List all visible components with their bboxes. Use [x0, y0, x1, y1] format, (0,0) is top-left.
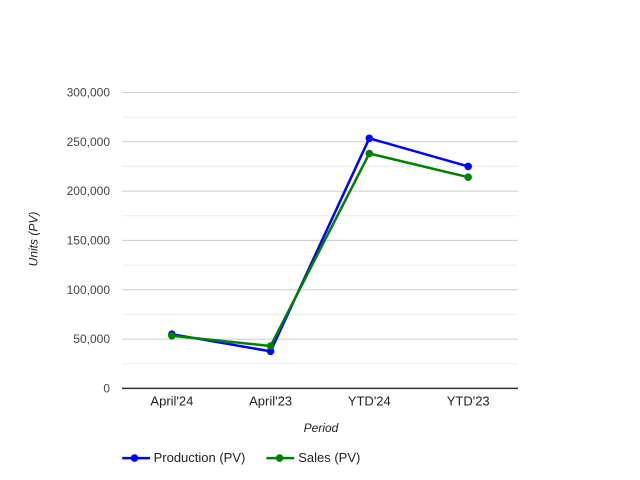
svg-text:200,000: 200,000 — [67, 184, 111, 198]
svg-text:YTD'24: YTD'24 — [348, 393, 391, 408]
svg-text:0: 0 — [103, 381, 110, 395]
svg-text:Production (PV): Production (PV) — [154, 450, 246, 465]
svg-text:Sales (PV): Sales (PV) — [298, 450, 360, 465]
svg-text:Period: Period — [304, 421, 339, 435]
svg-text:50,000: 50,000 — [73, 332, 110, 346]
svg-text:Units (PV): Units (PV) — [27, 212, 41, 267]
svg-text:100,000: 100,000 — [67, 283, 111, 297]
svg-text:150,000: 150,000 — [67, 233, 111, 247]
svg-text:YTD'23: YTD'23 — [447, 393, 490, 408]
svg-text:300,000: 300,000 — [67, 86, 111, 100]
svg-text:April'24: April'24 — [150, 393, 193, 408]
svg-text:250,000: 250,000 — [67, 135, 111, 149]
svg-text:April'23: April'23 — [249, 393, 292, 408]
